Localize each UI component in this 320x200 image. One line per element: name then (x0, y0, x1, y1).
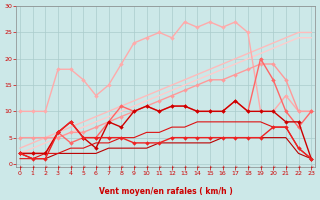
X-axis label: Vent moyen/en rafales ( km/h ): Vent moyen/en rafales ( km/h ) (99, 187, 232, 196)
